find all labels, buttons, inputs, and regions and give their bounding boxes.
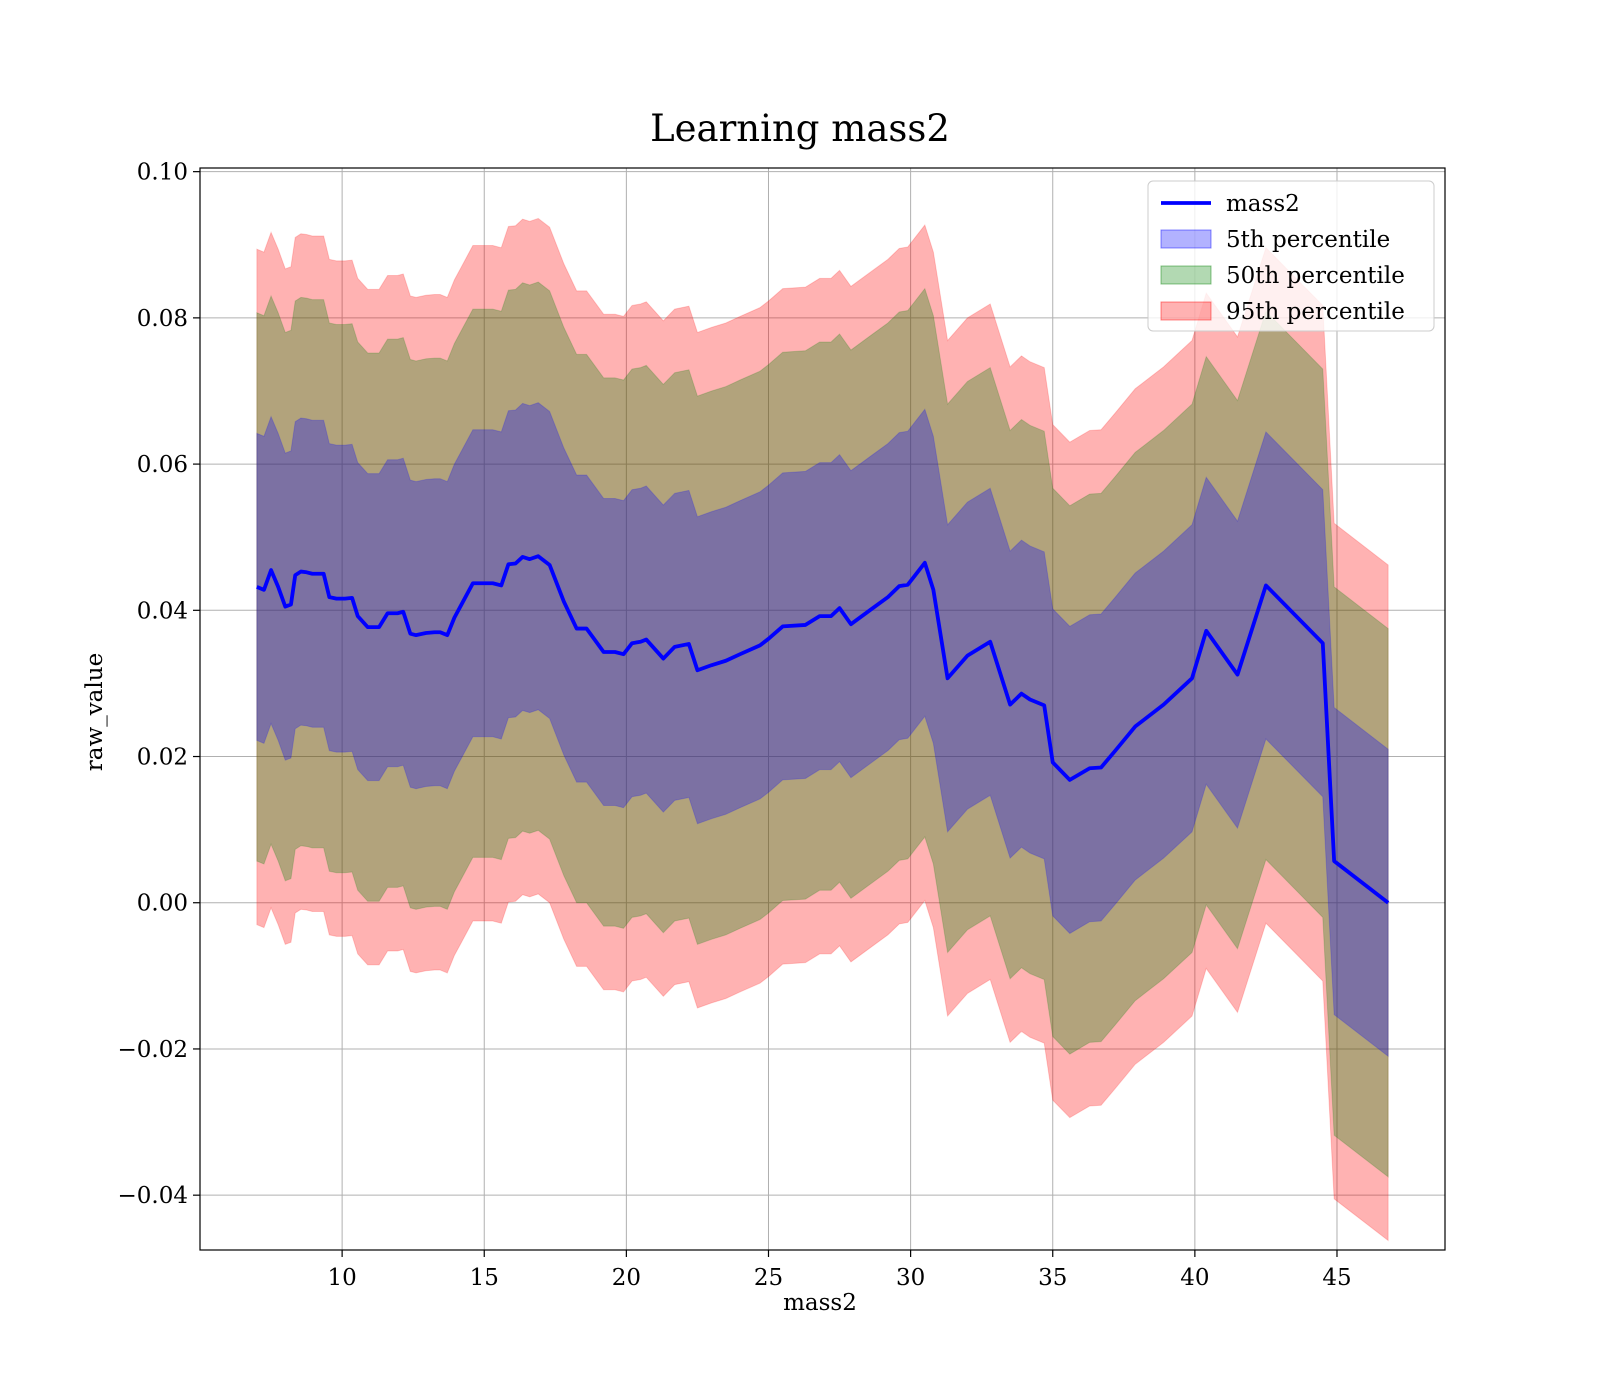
x-tick-label: 30 xyxy=(896,1265,925,1291)
legend: mass2 5th percentile 50th percentile 95th p… xyxy=(1147,180,1435,332)
x-axis-label: mass2 xyxy=(783,1290,857,1316)
y-tick-label: 0.10 xyxy=(137,160,188,186)
x-tick-label: 35 xyxy=(1038,1265,1067,1291)
legend-label: 50th percentile xyxy=(1226,263,1405,289)
y-tick-label: −0.04 xyxy=(118,1183,188,1209)
legend-label: 5th percentile xyxy=(1226,227,1390,253)
legend-label: mass2 xyxy=(1226,191,1300,217)
x-tick-label: 40 xyxy=(1180,1265,1209,1291)
grid-lines xyxy=(200,168,1445,1250)
x-tick-label: 15 xyxy=(470,1265,499,1291)
y-tick-label: 0.02 xyxy=(137,745,188,771)
y-tick-label: 0.08 xyxy=(137,306,188,332)
legend-swatch-band xyxy=(1160,229,1212,249)
y-tick-label: 0.04 xyxy=(137,598,188,624)
band-5th-percentile xyxy=(256,402,1389,1058)
x-tick-label: 45 xyxy=(1322,1265,1351,1291)
y-axis: −0.04 −0.02 0.00 0.02 0.04 0.06 0.08 0.10 xyxy=(118,160,200,1209)
x-tick-label: 20 xyxy=(612,1265,641,1291)
y-tick-label: 0.00 xyxy=(137,891,188,917)
x-axis: 10 15 20 25 30 35 40 45 xyxy=(327,1250,1352,1291)
legend-swatch-band xyxy=(1160,265,1212,285)
percentile-bands xyxy=(256,217,1389,1242)
chart-title: Learning mass2 xyxy=(650,107,950,150)
legend-swatch-band xyxy=(1160,301,1212,321)
y-tick-label: 0.06 xyxy=(137,452,188,478)
legend-label: 95th percentile xyxy=(1226,299,1405,325)
x-tick-label: 25 xyxy=(754,1265,783,1291)
series-lines xyxy=(256,554,1390,905)
legend-box xyxy=(1147,180,1435,332)
y-tick-label: −0.02 xyxy=(118,1037,188,1063)
band-50th-percentile xyxy=(256,281,1389,1178)
line-mass2 xyxy=(256,554,1390,905)
plot-area xyxy=(199,167,1446,1251)
axes-background xyxy=(200,168,1445,1250)
axes-frame xyxy=(199,167,1446,1251)
band-95th-percentile xyxy=(256,217,1389,1242)
y-axis-label: raw_value xyxy=(82,653,108,771)
x-tick-label: 10 xyxy=(327,1265,356,1291)
